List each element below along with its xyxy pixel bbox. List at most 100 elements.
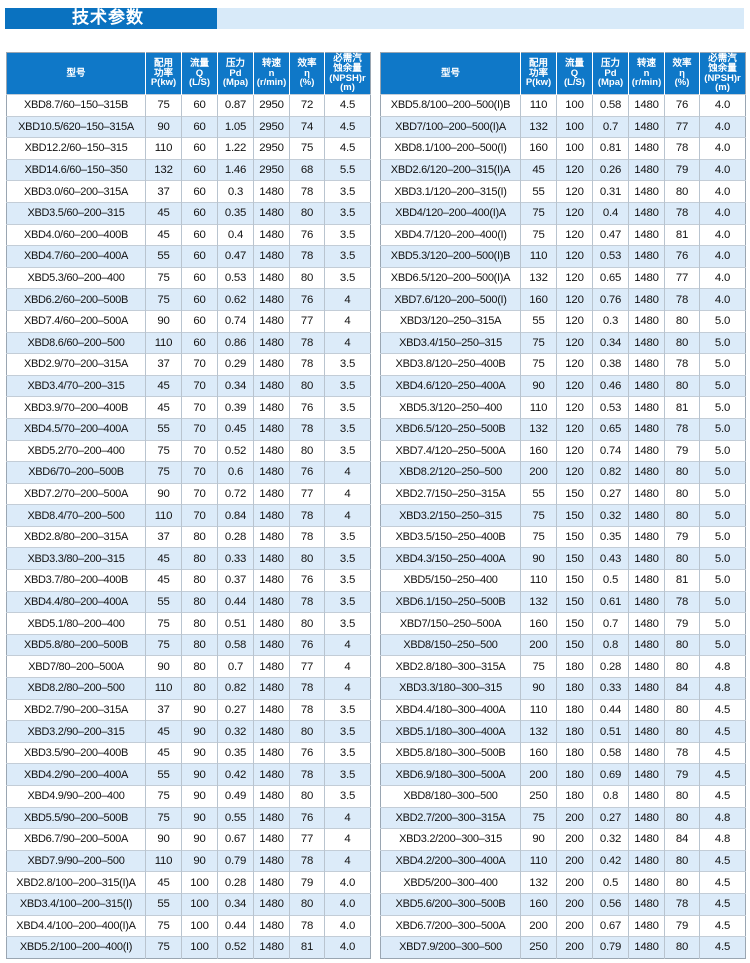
cell-model: XBD3.3/80–200–315 <box>6 547 146 570</box>
cell-model: XBD8.1/100–200–500(I) <box>380 137 521 160</box>
column-header-pressure: 压力 Pd (Mpa) <box>592 52 629 95</box>
cell-speed: 2950 <box>253 137 290 160</box>
cell-power: 110 <box>520 94 557 117</box>
cell-model: XBD7.6/120–200–500(I) <box>380 288 521 311</box>
cell-power: 55 <box>520 482 557 505</box>
cell-flow: 120 <box>556 439 593 462</box>
table-row: XBD3.4/100–200–315(I) 55 100 0.34 1480 80 4.0 <box>6 892 371 916</box>
cell-flow: 100 <box>181 871 218 894</box>
cell-power: 90 <box>520 677 557 700</box>
cell-flow: 90 <box>181 828 218 851</box>
cell-model: XBD5/200–300–400 <box>380 871 521 894</box>
cell-model: XBD6.7/90–200–500A <box>6 828 146 851</box>
cell-model: XBD6.1/150–250–500B <box>380 590 521 613</box>
cell-power: 75 <box>145 439 182 462</box>
cell-power: 90 <box>145 828 182 851</box>
table-row: XBD8/150–250–500 200 150 0.8 1480 80 5.0 <box>380 633 746 656</box>
cell-npshr: 4 <box>324 482 371 505</box>
cell-model: XBD3.4/100–200–315(I) <box>6 892 146 916</box>
cell-pressure: 0.74 <box>592 439 629 462</box>
cell-speed: 1480 <box>253 828 290 851</box>
column-header-line: η <box>679 67 685 79</box>
cell-flow: 180 <box>556 763 593 786</box>
cell-power: 110 <box>520 698 557 721</box>
cell-flow: 60 <box>181 266 218 289</box>
cell-efficiency: 84 <box>664 828 700 851</box>
cell-pressure: 0.58 <box>592 741 629 764</box>
cell-npshr: 4 <box>324 504 371 527</box>
cell-speed: 1480 <box>628 482 665 505</box>
cell-power: 75 <box>145 936 182 959</box>
cell-efficiency: 80 <box>664 698 700 721</box>
cell-npshr: 3.5 <box>324 569 371 592</box>
cell-flow: 100 <box>181 936 218 959</box>
cell-npshr: 4 <box>324 655 371 678</box>
cell-model: XBD6.9/180–300–500A <box>380 763 521 786</box>
cell-flow: 70 <box>181 374 218 397</box>
table-row: XBD7/150–250–500A 160 150 0.7 1480 79 5.0 <box>380 612 746 635</box>
cell-efficiency: 80 <box>664 871 700 894</box>
cell-pressure: 0.7 <box>592 612 629 635</box>
cell-flow: 150 <box>556 590 593 613</box>
cell-speed: 1480 <box>628 590 665 613</box>
cell-pressure: 0.32 <box>217 720 254 743</box>
cell-flow: 200 <box>556 806 593 829</box>
cell-efficiency: 74 <box>289 115 325 138</box>
cell-model: XBD7.9/90–200–500 <box>6 849 146 872</box>
table-row: XBD6.7/90–200–500A 90 90 0.67 1480 77 4 <box>6 828 371 851</box>
column-header-line: 型号 <box>66 67 86 79</box>
cell-flow: 100 <box>556 137 593 160</box>
cell-flow: 150 <box>556 633 593 656</box>
table-row: XBD8.4/70–200–500 110 70 0.84 1480 78 4 <box>6 504 371 527</box>
column-header-flow: 流量 Q (L/S) <box>556 52 593 95</box>
cell-pressure: 0.33 <box>592 677 629 700</box>
cell-pressure: 0.3 <box>217 180 254 203</box>
cell-model: XBD2.7/150–250–315A <box>380 482 521 505</box>
cell-npshr: 4.5 <box>699 741 746 764</box>
cell-speed: 1480 <box>628 504 665 527</box>
cell-power: 132 <box>520 417 557 440</box>
cell-pressure: 0.47 <box>217 245 254 268</box>
cell-pressure: 0.65 <box>592 266 629 289</box>
cell-power: 37 <box>145 698 182 721</box>
table-row: XBD8.2/120–250–500 200 120 0.82 1480 80 5.0 <box>380 461 746 484</box>
cell-pressure: 0.67 <box>217 828 254 851</box>
cell-npshr: 5.5 <box>324 158 371 181</box>
cell-efficiency: 78 <box>664 417 700 440</box>
cell-speed: 1480 <box>628 892 665 916</box>
table-row: XBD3/120–250–315A 55 120 0.3 1480 80 5.0 <box>380 309 746 333</box>
cell-speed: 1480 <box>628 569 665 592</box>
cell-flow: 150 <box>556 482 593 505</box>
cell-speed: 1480 <box>628 763 665 786</box>
cell-model: XBD7.9/200–300–500 <box>380 936 521 959</box>
table-row: XBD4.7/60–200–400A 55 60 0.47 1480 78 3.5 <box>6 245 371 268</box>
cell-model: XBD4/120–200–400(I)A <box>380 201 521 225</box>
cell-speed: 1480 <box>253 417 290 440</box>
cell-flow: 200 <box>556 871 593 894</box>
table-row: XBD6.2/60–200–500B 75 60 0.62 1480 76 4 <box>6 288 371 311</box>
cell-flow: 120 <box>556 266 593 289</box>
cell-model: XBD5.6/200–300–500B <box>380 892 521 916</box>
column-header-pressure: 压力 Pd (Mpa) <box>217 52 254 95</box>
cell-model: XBD7.4/120–250–500A <box>380 439 521 462</box>
cell-efficiency: 78 <box>664 137 700 160</box>
cell-efficiency: 77 <box>664 115 700 138</box>
cell-pressure: 0.42 <box>592 849 629 872</box>
cell-flow: 90 <box>181 698 218 721</box>
column-header-line: 配用 <box>528 58 548 70</box>
cell-power: 75 <box>145 612 182 635</box>
cell-pressure: 0.44 <box>217 914 254 937</box>
cell-speed: 1480 <box>253 849 290 872</box>
cell-npshr: 4 <box>324 309 371 333</box>
cell-efficiency: 78 <box>289 677 325 700</box>
cell-npshr: 3.5 <box>324 439 371 462</box>
cell-flow: 120 <box>556 396 593 419</box>
cell-npshr: 5.0 <box>699 396 746 419</box>
table-row: XBD5.8/80–200–500B 75 80 0.58 1480 76 4 <box>6 633 371 656</box>
column-header-line: 转速 <box>636 58 656 70</box>
column-header-line: η <box>304 67 310 79</box>
cell-npshr: 4.5 <box>699 871 746 894</box>
cell-power: 110 <box>145 849 182 872</box>
cell-npshr: 5.0 <box>699 569 746 592</box>
cell-pressure: 0.51 <box>592 720 629 743</box>
